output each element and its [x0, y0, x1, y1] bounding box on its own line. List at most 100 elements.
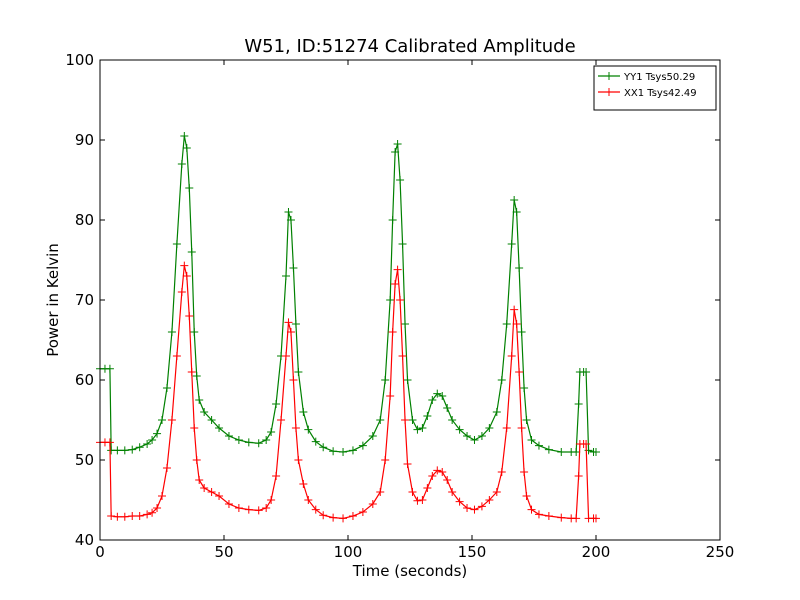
- series-1-point-28: [244, 505, 253, 514]
- series-0-point-24: [207, 416, 216, 424]
- legend-box: [593, 65, 717, 111]
- series-0-point-59: [408, 416, 417, 424]
- series-0-point-28: [244, 438, 253, 447]
- series-1-point-16: [180, 261, 189, 270]
- series-1-point-6: [128, 512, 137, 520]
- series-0-point-83: [527, 436, 536, 444]
- series-1-point-38: [291, 424, 300, 432]
- series-0-point-68: [455, 425, 464, 434]
- series-1-point-33: [277, 416, 286, 424]
- series-1-point-74: [497, 468, 506, 476]
- series-1-point-13: [167, 416, 176, 424]
- series-0-point-31: [267, 428, 276, 436]
- series-1-point-83: [527, 505, 536, 514]
- series-1-point-35: [284, 318, 293, 327]
- series-0-point-46: [348, 446, 357, 455]
- series-1-point-49: [376, 488, 385, 496]
- series-1-point-73: [492, 488, 501, 496]
- series-0-point-38: [291, 320, 300, 328]
- series-1-point-10: [153, 504, 162, 512]
- series-1-point-25: [215, 492, 224, 500]
- series-0-point-4: [113, 446, 122, 455]
- series-1-point-34: [282, 352, 290, 360]
- series-1-point-89: [574, 472, 583, 480]
- series-0-point-18: [185, 184, 194, 192]
- series-1-point-59: [408, 488, 417, 496]
- series-1-point-63: [428, 472, 437, 480]
- series-0-point-9: [148, 436, 157, 444]
- series-1-point-78: [512, 320, 521, 328]
- series-1-point-37: [289, 376, 298, 384]
- series-0-point-17: [182, 144, 191, 152]
- series-layer: [96, 132, 600, 523]
- series-1-point-51: [386, 392, 395, 400]
- series-1-point-29: [254, 506, 263, 515]
- series-1-point-5: [120, 512, 129, 521]
- series-1-point-69: [463, 504, 472, 512]
- series-0-point-86: [557, 448, 566, 456]
- series-0-point-36: [286, 216, 295, 224]
- series-0-point-13: [167, 328, 176, 336]
- series-0-point-76: [507, 240, 516, 248]
- series-1-point-79: [515, 368, 524, 376]
- series-1-point-23: [200, 484, 209, 492]
- series-0-point-85: [544, 445, 553, 454]
- series-1-point-20: [190, 424, 199, 432]
- series-0-point-47: [358, 441, 367, 450]
- series-1-point-14: [172, 352, 181, 360]
- series-0-point-66: [443, 404, 452, 412]
- series-1-point-17: [182, 272, 191, 280]
- series-1-point-62: [423, 484, 432, 492]
- series-0-point-8: [143, 440, 152, 448]
- series-0-point-30: [262, 436, 271, 444]
- series-0-point-23: [200, 408, 209, 416]
- series-0-point-67: [448, 416, 457, 424]
- series-1-point-84: [534, 510, 543, 519]
- series-0-point-75: [502, 320, 511, 328]
- series-1-point-44: [329, 513, 338, 522]
- series-1-point-77: [510, 305, 519, 314]
- series-0-point-11: [158, 416, 166, 424]
- series-1-point-55: [396, 296, 405, 304]
- series-1-point-70: [470, 505, 479, 514]
- series-1-point-24: [207, 488, 216, 496]
- series-1-point-92: [582, 440, 591, 448]
- series-1-point-88: [572, 514, 581, 523]
- series-1-point-60: [413, 496, 422, 505]
- series-0-point-44: [329, 447, 338, 456]
- series-1-point-95: [592, 514, 600, 523]
- series-1-point-52: [388, 328, 397, 336]
- series-1-point-47: [358, 508, 367, 516]
- series-0-point-32: [272, 400, 281, 408]
- series-0-point-7: [135, 443, 144, 452]
- x-tick-label-5: 250: [706, 543, 735, 561]
- y-axis-label: Power in Kelvin: [44, 243, 62, 357]
- series-0-point-53: [391, 148, 400, 156]
- series-line-1: [100, 265, 596, 520]
- series-1-point-2: [105, 438, 114, 447]
- series-0-point-14: [172, 240, 181, 248]
- series-0-point-49: [376, 416, 385, 424]
- series-1-point-40: [299, 480, 308, 488]
- series-1-point-67: [448, 488, 457, 496]
- series-1-point-18: [185, 312, 194, 320]
- series-1-point-43: [319, 511, 328, 520]
- series-1-point-57: [401, 416, 410, 424]
- series-1-point-66: [443, 476, 452, 484]
- series-0-point-55: [396, 176, 405, 184]
- y-tick-label-6: 100: [65, 51, 94, 69]
- series-0-point-95: [592, 448, 600, 456]
- series-0-point-63: [428, 396, 437, 404]
- series-1-point-15: [177, 288, 186, 296]
- series-0-point-51: [386, 296, 395, 304]
- series-1-point-76: [507, 352, 516, 360]
- series-0-point-54: [393, 140, 402, 148]
- series-1-point-22: [195, 476, 204, 484]
- series-0-point-45: [339, 448, 348, 456]
- series-1-point-58: [403, 460, 412, 468]
- series-1-point-8: [143, 510, 152, 519]
- series-0-point-22: [195, 396, 204, 404]
- legend: YY1 Tsys50.29 XX1 Tsys42.49: [593, 65, 717, 111]
- series-0-point-35: [284, 208, 293, 216]
- plot-area: 0 50 100 150 200 250 40 50 60 70 80 90 100: [65, 51, 734, 561]
